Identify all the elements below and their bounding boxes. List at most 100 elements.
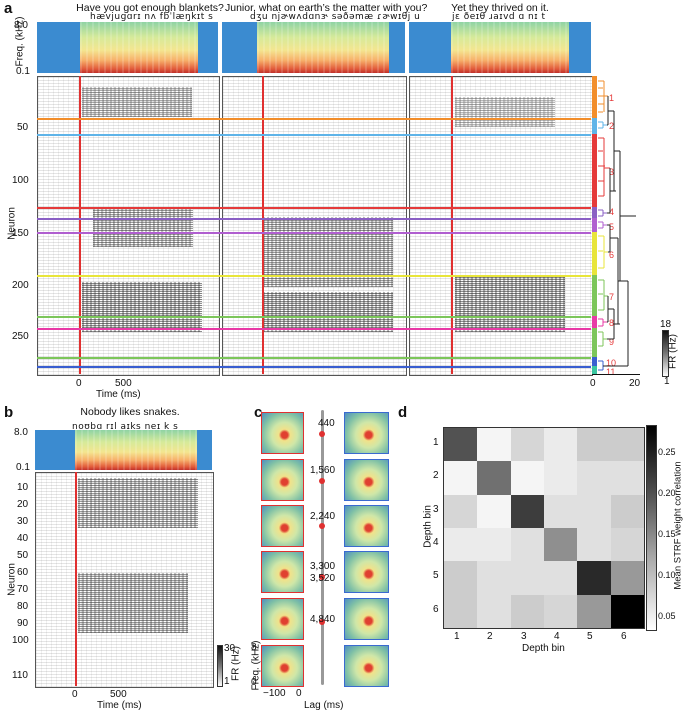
heatmap-cell bbox=[477, 461, 511, 495]
fr-colorbar-a-label: FR (Hz) bbox=[667, 334, 679, 369]
d-xtick-3: 3 bbox=[521, 631, 527, 642]
cluster-label-1: 1 bbox=[609, 93, 615, 103]
d-ylabel: Depth bin bbox=[422, 505, 434, 548]
onset-line-1 bbox=[79, 76, 81, 374]
cluster-boundary-8 bbox=[37, 328, 591, 330]
heatmap-cell bbox=[444, 561, 478, 595]
electrode-site-5 bbox=[319, 619, 325, 625]
d-xtick-5: 5 bbox=[587, 631, 593, 642]
time-tick-500: 500 bbox=[115, 378, 132, 389]
depth-label-3: 2,240 bbox=[310, 511, 336, 522]
heatmap-cell bbox=[544, 428, 578, 462]
cluster-label-10: 10 bbox=[606, 358, 617, 368]
electrode-site-3 bbox=[319, 523, 325, 529]
strf-left-2 bbox=[261, 459, 304, 501]
cluster-boundary-5 bbox=[37, 232, 591, 234]
c-lag-axis-label: Lag (ms) bbox=[304, 700, 344, 711]
neuron-tick-250: 250 bbox=[12, 331, 29, 342]
electrode-site-1 bbox=[319, 431, 325, 437]
heatmap-grid bbox=[443, 427, 645, 629]
heatmap-cell bbox=[477, 528, 511, 562]
heatmap-cell bbox=[510, 461, 544, 495]
onset-line-2 bbox=[262, 76, 264, 374]
correlation-colorbar bbox=[646, 425, 657, 631]
cluster-boundary-1 bbox=[37, 118, 591, 120]
strf-right-5 bbox=[344, 598, 389, 640]
raster-1 bbox=[37, 76, 220, 376]
freq-tick-top: 8.0 bbox=[14, 20, 28, 31]
b-time-tick-0: 0 bbox=[72, 689, 78, 700]
heatmap-cell bbox=[544, 461, 578, 495]
heatmap-cell bbox=[610, 561, 644, 595]
sentence-2-ipa: dʒu njɚwʌdɑnɝ səðəmæ ɾɚwɪθj u bbox=[250, 12, 421, 22]
heatmap-cell bbox=[477, 594, 511, 628]
b-neuron-tick-20: 20 bbox=[17, 499, 29, 510]
dendrogram bbox=[598, 80, 636, 371]
panel-a-letter: a bbox=[4, 0, 13, 17]
cb-tick-005: 0.05 bbox=[658, 611, 676, 621]
time-tick-0: 0 bbox=[76, 378, 82, 389]
cluster-label-6: 6 bbox=[609, 250, 615, 260]
sentence-1-ipa: hævjugɑrɪ nʌ fbˈlæŋkɪt s bbox=[90, 12, 214, 22]
electrode-site-2 bbox=[319, 478, 325, 484]
d-ytick-2: 2 bbox=[433, 470, 439, 481]
heatmap-cell bbox=[510, 594, 544, 628]
heatmap-cell bbox=[577, 428, 611, 462]
b-neuron-tick-100: 100 bbox=[12, 635, 29, 646]
cluster-label-3: 3 bbox=[609, 167, 615, 177]
d-ytick-1: 1 bbox=[433, 437, 439, 448]
d-ytick-4: 4 bbox=[433, 537, 439, 548]
onset-line-3 bbox=[451, 76, 453, 374]
sentence-1-title: Have you got enough blankets? bbox=[76, 2, 224, 14]
fr-colorbar-a-min: 1 bbox=[664, 376, 670, 387]
heatmap-cell bbox=[544, 494, 578, 528]
cluster-boundary-6 bbox=[37, 275, 591, 277]
cluster-boundary-9 bbox=[37, 357, 591, 359]
fr-colorbar-a bbox=[662, 330, 669, 377]
fr-colorbar-b-max: 30 bbox=[224, 643, 236, 654]
strf-left-5 bbox=[261, 598, 304, 640]
fr-colorbar-b bbox=[217, 645, 223, 687]
heatmap-cell bbox=[577, 461, 611, 495]
electrode-site-4 bbox=[319, 574, 325, 580]
cluster-label-8: 8 bbox=[609, 318, 615, 328]
spectrogram-1 bbox=[37, 22, 218, 73]
heatmap-cell bbox=[444, 494, 478, 528]
heatmap-cell bbox=[510, 494, 544, 528]
panel-b-letter: b bbox=[4, 404, 14, 421]
neuron-tick-100: 100 bbox=[12, 175, 29, 186]
heatmap-cell bbox=[444, 594, 478, 628]
strf-right-2 bbox=[344, 459, 389, 501]
cluster-label-7: 7 bbox=[609, 292, 615, 302]
b-neuron-tick-50: 50 bbox=[17, 550, 29, 561]
strf-left-3 bbox=[261, 505, 304, 547]
neuron-tick-50: 50 bbox=[17, 122, 29, 133]
strf-left-1 bbox=[261, 412, 304, 454]
fr-colorbar-b-min: 1 bbox=[224, 676, 230, 687]
heatmap-cell bbox=[510, 528, 544, 562]
b-neuron-tick-10: 10 bbox=[17, 482, 29, 493]
cb-tick-015: 0.15 bbox=[658, 529, 676, 539]
dendro-tick-0: 0 bbox=[590, 378, 596, 389]
panel-c-letter: c bbox=[254, 404, 263, 421]
heatmap-cell bbox=[444, 528, 478, 562]
heatmap-cell bbox=[610, 428, 644, 462]
onset-line-b bbox=[75, 472, 77, 686]
d-xtick-6: 6 bbox=[621, 631, 627, 642]
b-neuron-tick-110: 110 bbox=[12, 670, 28, 681]
raster-2 bbox=[222, 76, 407, 376]
b-time-axis-label: Time (ms) bbox=[97, 700, 142, 711]
spectrogram-b bbox=[35, 430, 212, 470]
panel-d-letter: d bbox=[398, 404, 408, 421]
heatmap-cell bbox=[477, 428, 511, 462]
heatmap-cell bbox=[477, 494, 511, 528]
dendro-axis bbox=[592, 374, 640, 375]
strf-right-1 bbox=[344, 412, 389, 454]
raster-b bbox=[35, 472, 214, 688]
strf-left-6 bbox=[261, 645, 304, 687]
cluster-boundary-4 bbox=[37, 218, 591, 220]
depth-label-1: 440 bbox=[318, 418, 335, 429]
cluster-colorbar bbox=[592, 76, 597, 374]
depth-label-2: 1,560 bbox=[310, 465, 336, 476]
d-ytick-6: 6 bbox=[433, 604, 439, 615]
